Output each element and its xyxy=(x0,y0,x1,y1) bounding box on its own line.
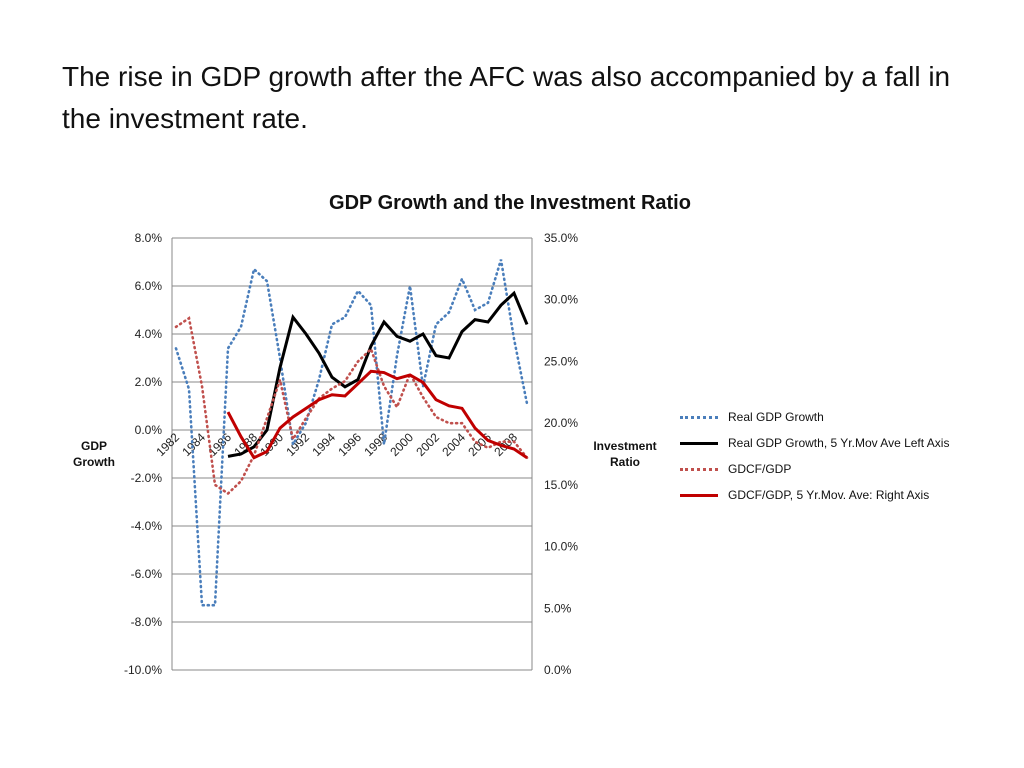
legend-label: Real GDP Growth, 5 Yr.Mov Ave Left Axis xyxy=(728,436,950,450)
legend-swatch xyxy=(680,415,718,419)
right-axis-tick-label: 5.0% xyxy=(544,601,572,615)
gridlines xyxy=(172,237,532,671)
series-layer xyxy=(174,259,529,607)
right-axis-title: Investment Ratio xyxy=(580,438,670,470)
right-axis-title-line2: Ratio xyxy=(610,455,640,469)
legend-label: GDCF/GDP xyxy=(728,462,792,476)
right-axis-tick-label: 35.0% xyxy=(544,231,578,245)
legend-label: GDCF/GDP, 5 Yr.Mov. Ave: Right Axis xyxy=(728,488,930,502)
legend-item-0: Real GDP Growth xyxy=(680,404,1010,430)
x-axis-ticks: 1982198419861988199019921994199619982000… xyxy=(153,430,520,459)
legend-item-1: Real GDP Growth, 5 Yr.Mov Ave Left Axis xyxy=(680,430,1010,456)
left-axis-tick-label: -10.0% xyxy=(124,663,162,677)
x-axis-tick-label: 1984 xyxy=(179,430,208,459)
series-line-1 xyxy=(227,290,529,458)
series-line-3 xyxy=(226,369,528,460)
left-axis-tick-label: 8.0% xyxy=(135,231,163,245)
series-line-0 xyxy=(174,259,529,607)
legend-swatch xyxy=(680,467,718,471)
left-axis-title-line1: GDP xyxy=(80,439,107,453)
legend: Real GDP Growth Real GDP Growth, 5 Yr.Mov… xyxy=(680,404,1010,508)
left-axis-tick-label: -4.0% xyxy=(131,519,163,533)
x-axis-tick-label: 1996 xyxy=(335,430,364,459)
right-axis-ticks: 35.0% 30.0% 25.0% 20.0% 15.0% 10.0% 5.0% 0.0% xyxy=(544,231,578,677)
legend-label: Real GDP Growth xyxy=(728,410,824,424)
legend-swatch xyxy=(680,493,718,497)
left-axis-title-line2: Growth xyxy=(73,455,115,469)
right-axis-tick-label: 30.0% xyxy=(544,293,578,307)
right-axis-tick-label: 20.0% xyxy=(544,416,578,430)
right-axis-title-line1: Investment xyxy=(593,439,657,453)
left-axis-tick-label: -6.0% xyxy=(131,567,163,581)
x-axis-tick-label: 1998 xyxy=(361,430,390,459)
right-axis-tick-label: 15.0% xyxy=(544,478,578,492)
x-axis-tick-label: 2004 xyxy=(439,430,468,459)
left-axis-tick-label: 6.0% xyxy=(135,279,163,293)
x-axis-tick-label: 1992 xyxy=(283,430,312,459)
chart-title: GDP Growth and the Investment Ratio xyxy=(329,192,691,214)
right-axis-tick-label: 25.0% xyxy=(544,354,578,368)
legend-swatch xyxy=(680,441,718,445)
right-axis-tick-label: 10.0% xyxy=(544,540,578,554)
slide-title: The rise in GDP growth after the AFC was… xyxy=(62,61,951,134)
right-axis-tick-label: 0.0% xyxy=(544,663,572,677)
x-axis-tick-label: 2000 xyxy=(387,430,416,459)
left-axis-tick-label: -2.0% xyxy=(131,471,163,485)
legend-item-3: GDCF/GDP, 5 Yr.Mov. Ave: Right Axis xyxy=(680,482,1010,508)
left-axis-tick-label: 4.0% xyxy=(135,327,163,341)
left-axis-tick-label: -8.0% xyxy=(131,615,163,629)
legend-item-2: GDCF/GDP xyxy=(680,456,1010,482)
series-line-2 xyxy=(174,316,529,496)
left-axis-tick-label: 0.0% xyxy=(135,423,163,437)
x-axis-tick-label: 2002 xyxy=(413,430,442,459)
left-axis-title: GDP Growth xyxy=(62,438,126,470)
x-axis-tick-label: 1994 xyxy=(309,430,338,459)
left-axis-tick-label: 2.0% xyxy=(135,375,163,389)
left-axis-ticks: 8.0% 6.0% 4.0% 2.0% 0.0% -2.0% -4.0% -6.0% -8.0%… xyxy=(124,231,162,677)
